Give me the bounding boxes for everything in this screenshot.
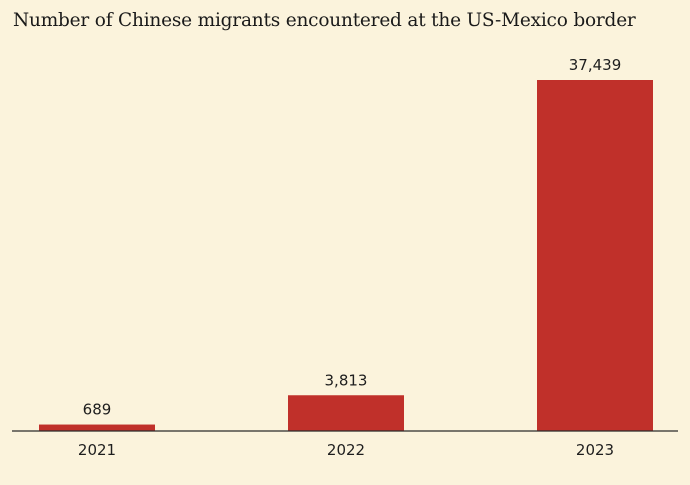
value-label-2022: 3,813 — [325, 371, 368, 389]
chart-title: Number of Chinese migrants encountered a… — [13, 10, 636, 31]
bars-group — [39, 80, 653, 431]
x-tick-label-2023: 2023 — [576, 441, 614, 459]
value-label-2023: 37,439 — [569, 56, 622, 74]
x-tick-label-2022: 2022 — [327, 441, 365, 459]
bar-2021 — [39, 424, 155, 431]
bar-2023 — [537, 80, 653, 431]
labels-group: 689 2021 3,813 2022 37,439 2023 — [78, 56, 621, 459]
x-tick-label-2021: 2021 — [78, 441, 116, 459]
bar-2022 — [288, 395, 404, 431]
value-label-2021: 689 — [83, 401, 112, 419]
